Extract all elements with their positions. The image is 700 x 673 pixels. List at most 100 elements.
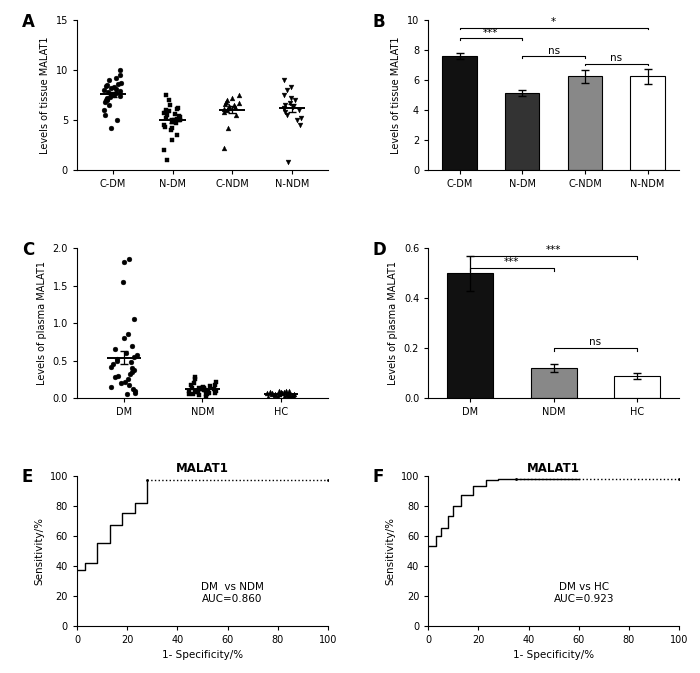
Point bbox=[109, 344, 120, 355]
Point bbox=[116, 78, 127, 89]
Point bbox=[197, 382, 208, 393]
Text: DM vs HC
AUC=0.923: DM vs HC AUC=0.923 bbox=[554, 582, 614, 604]
Point bbox=[218, 104, 230, 114]
Point bbox=[101, 95, 112, 106]
Point bbox=[100, 95, 111, 106]
Point bbox=[161, 155, 172, 166]
Point bbox=[289, 392, 300, 402]
Point bbox=[279, 103, 290, 114]
Point bbox=[288, 388, 300, 399]
Point bbox=[270, 390, 281, 400]
Point bbox=[158, 145, 169, 155]
Point bbox=[193, 383, 204, 394]
Point bbox=[218, 107, 230, 118]
Point bbox=[128, 314, 139, 324]
Point bbox=[191, 386, 202, 397]
Point bbox=[287, 102, 298, 112]
Text: D: D bbox=[373, 240, 386, 258]
Point bbox=[167, 135, 178, 145]
Point bbox=[112, 370, 123, 381]
Point bbox=[111, 87, 122, 98]
Point bbox=[160, 90, 172, 100]
Point bbox=[201, 391, 212, 402]
Point bbox=[164, 106, 175, 116]
Point bbox=[284, 390, 295, 401]
Point bbox=[104, 92, 116, 102]
Point bbox=[262, 391, 274, 402]
Point bbox=[99, 85, 110, 96]
Point bbox=[164, 100, 176, 110]
Point bbox=[105, 382, 116, 392]
Point bbox=[285, 390, 296, 401]
Point bbox=[281, 110, 293, 120]
Point bbox=[130, 385, 141, 396]
Text: *: * bbox=[551, 17, 556, 27]
Point bbox=[280, 390, 291, 400]
Point bbox=[167, 122, 178, 133]
Text: C: C bbox=[22, 240, 34, 258]
Point bbox=[211, 376, 222, 387]
Point bbox=[164, 95, 175, 106]
Point bbox=[284, 390, 295, 401]
Point bbox=[204, 381, 216, 392]
Text: ***: *** bbox=[504, 257, 519, 267]
Point bbox=[193, 386, 204, 397]
Point bbox=[101, 81, 112, 92]
Point bbox=[123, 254, 134, 264]
Point bbox=[172, 104, 183, 114]
Point bbox=[123, 374, 134, 385]
Point bbox=[173, 115, 184, 126]
Point bbox=[169, 114, 180, 125]
Point bbox=[274, 386, 285, 396]
Point bbox=[202, 389, 213, 400]
Bar bbox=[447, 273, 493, 398]
Point bbox=[285, 93, 296, 104]
Point bbox=[279, 386, 290, 397]
Point bbox=[102, 87, 113, 98]
Point bbox=[99, 97, 110, 108]
Y-axis label: Levels of plasma MALAT1: Levels of plasma MALAT1 bbox=[37, 261, 47, 385]
Point bbox=[160, 122, 171, 133]
Point bbox=[111, 83, 122, 94]
Point bbox=[127, 384, 139, 394]
Point bbox=[161, 110, 172, 120]
Point bbox=[266, 388, 277, 398]
Point bbox=[171, 114, 182, 125]
Text: F: F bbox=[373, 468, 384, 487]
Point bbox=[284, 98, 295, 108]
Point bbox=[102, 93, 113, 104]
Point bbox=[270, 388, 281, 399]
Point bbox=[230, 110, 241, 120]
Text: DM  vs NDM
AUC=0.860: DM vs NDM AUC=0.860 bbox=[201, 582, 264, 604]
Point bbox=[228, 100, 239, 110]
Y-axis label: Levels of plasma MALAT1: Levels of plasma MALAT1 bbox=[389, 261, 398, 385]
Text: ***: *** bbox=[546, 244, 561, 254]
Point bbox=[218, 143, 230, 153]
Point bbox=[286, 82, 297, 93]
Point bbox=[167, 116, 178, 127]
Point bbox=[291, 115, 302, 126]
Text: ***: *** bbox=[483, 28, 498, 38]
Text: B: B bbox=[373, 13, 386, 31]
Point bbox=[202, 386, 214, 396]
Point bbox=[274, 388, 285, 399]
Title: MALAT1: MALAT1 bbox=[527, 462, 580, 474]
Point bbox=[281, 85, 292, 96]
Point bbox=[111, 115, 122, 126]
Point bbox=[186, 379, 197, 390]
Point bbox=[174, 111, 185, 122]
Point bbox=[98, 105, 109, 116]
Point bbox=[174, 112, 186, 122]
Point bbox=[122, 329, 133, 340]
Point bbox=[161, 105, 172, 116]
Point bbox=[131, 349, 142, 360]
Y-axis label: Sensitivity/%: Sensitivity/% bbox=[385, 517, 396, 585]
Point bbox=[111, 355, 122, 366]
Point bbox=[281, 389, 293, 400]
X-axis label: 1- Specificity/%: 1- Specificity/% bbox=[162, 651, 243, 660]
Bar bbox=[531, 368, 577, 398]
Point bbox=[104, 100, 115, 110]
Point bbox=[200, 389, 211, 400]
Point bbox=[106, 90, 117, 100]
Text: E: E bbox=[22, 468, 33, 487]
